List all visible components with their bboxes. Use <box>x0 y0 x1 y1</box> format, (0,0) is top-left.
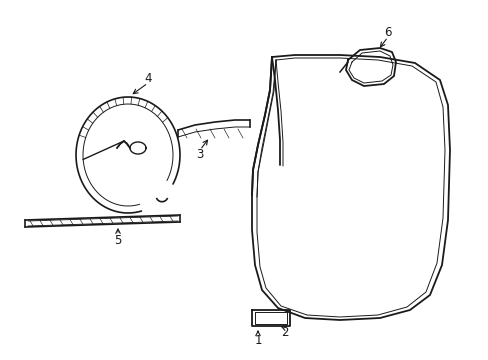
Text: 3: 3 <box>196 148 203 162</box>
Text: 1: 1 <box>254 333 261 346</box>
Text: 6: 6 <box>384 26 391 39</box>
Text: 5: 5 <box>114 234 122 247</box>
Text: 2: 2 <box>281 327 288 339</box>
Text: 4: 4 <box>144 72 151 85</box>
